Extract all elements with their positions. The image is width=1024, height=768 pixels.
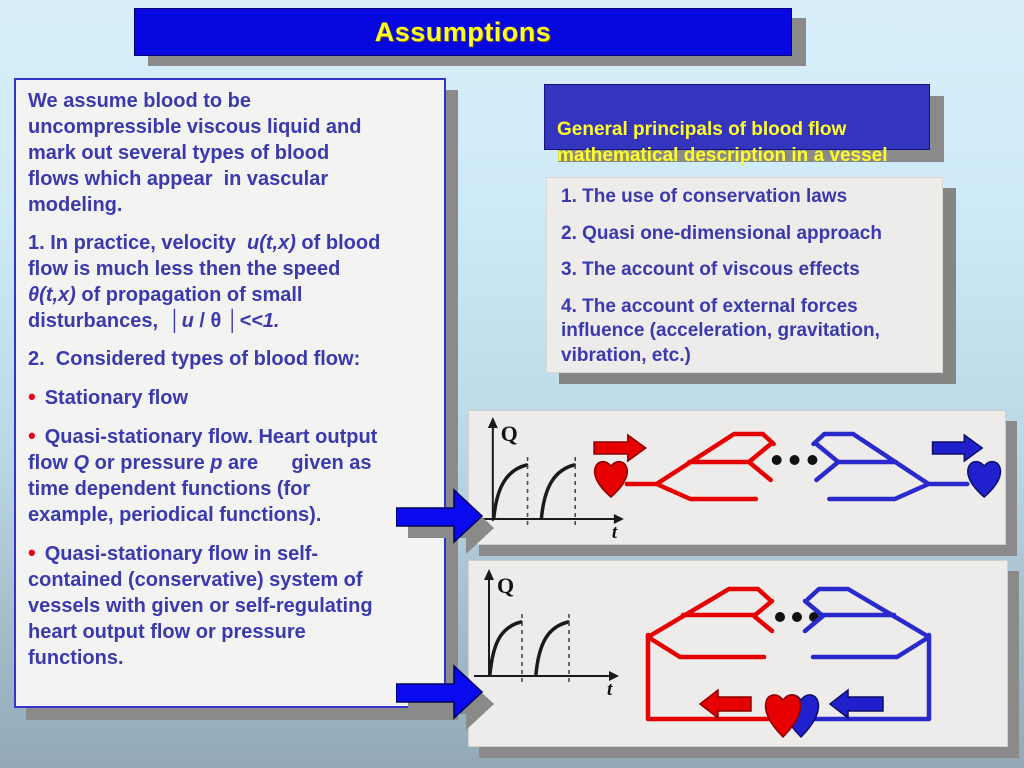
x-axis-arrow-icon bbox=[609, 671, 619, 681]
ellipsis-dots bbox=[775, 612, 819, 622]
assumptions-text-box: We assume blood to be uncompressible vis… bbox=[14, 78, 446, 708]
left-box-paragraph: We assume blood to be uncompressible vis… bbox=[28, 90, 362, 216]
y-axis-arrow-icon bbox=[487, 417, 498, 428]
red-flow-arrow-icon bbox=[698, 688, 752, 720]
axes bbox=[476, 425, 616, 521]
list-item: 4. The account of external forces influe… bbox=[561, 295, 880, 366]
closed-system-figure: Q t bbox=[474, 569, 932, 739]
closed-system-diagram: Q t bbox=[468, 560, 1008, 747]
bullet-dot-icon: • bbox=[28, 384, 36, 409]
red-heart-icon bbox=[593, 460, 629, 498]
left-box-paragraph: 2. Considered types of blood flow: bbox=[28, 348, 361, 370]
artery-tree bbox=[645, 586, 775, 660]
list-item: 3. The account of viscous effects bbox=[561, 259, 860, 280]
bullet-dot-icon: • bbox=[28, 540, 36, 565]
general-principals-text: General principals of blood flow mathema… bbox=[557, 119, 888, 166]
flow-pulse-curve bbox=[539, 463, 576, 520]
flow-pulse-curve bbox=[492, 463, 529, 520]
connector-arrow-icon bbox=[396, 488, 494, 554]
red-flow-arrow-icon bbox=[593, 433, 647, 463]
axes bbox=[474, 577, 611, 677]
left-box-paragraph: • Stationary flow bbox=[28, 384, 189, 409]
blue-heart-icon bbox=[967, 460, 1002, 498]
open-system-diagram: Q t bbox=[468, 410, 1006, 545]
bullet-dot-icon: • bbox=[28, 423, 36, 448]
flow-pulse-curve bbox=[534, 620, 570, 676]
q-t-graph: Q t bbox=[476, 417, 624, 543]
principles-list: 1. The use of conservation laws 2. Quasi … bbox=[561, 185, 928, 368]
left-box-content: We assume blood to be uncompressible vis… bbox=[28, 88, 432, 671]
x-axis-arrow-icon bbox=[613, 514, 624, 524]
list-item: 2. Quasi one-dimensional approach bbox=[561, 222, 882, 244]
y-axis-arrow-icon bbox=[484, 569, 494, 580]
blue-circulation-loop bbox=[810, 632, 932, 722]
artery-tree bbox=[624, 431, 776, 502]
blue-flow-arrow-icon bbox=[931, 433, 984, 463]
q-axis-label: Q bbox=[497, 573, 514, 598]
q-t-graph: Q t bbox=[474, 569, 619, 700]
t-axis-label: t bbox=[607, 679, 613, 700]
left-box-paragraph: • Quasi-stationary flow in self- containe… bbox=[28, 540, 373, 669]
connector-arrow-icon bbox=[396, 664, 494, 730]
vein-tree bbox=[811, 431, 970, 502]
left-box-paragraph: 1. In practice, velocity u(t,x) of blood… bbox=[28, 232, 381, 332]
flow-pulse-curve bbox=[488, 620, 523, 676]
general-principals-box: General principals of blood flow mathema… bbox=[544, 84, 930, 166]
vein-tree bbox=[802, 586, 932, 660]
slide-title-bar: Assumptions bbox=[134, 8, 792, 56]
t-axis-label: t bbox=[612, 522, 618, 543]
open-system-figure: Q t bbox=[476, 417, 1002, 543]
red-heart-icon bbox=[764, 694, 802, 739]
q-axis-label: Q bbox=[501, 421, 518, 446]
slide-title: Assumptions bbox=[374, 16, 552, 47]
ellipsis-dots bbox=[771, 455, 818, 465]
left-box-paragraph: • Quasi-stationary flow. Heart output flo… bbox=[28, 423, 378, 526]
list-item: 1. The use of conservation laws bbox=[561, 186, 848, 207]
principles-list-box: 1. The use of conservation laws 2. Quasi … bbox=[546, 177, 943, 373]
blue-flow-arrow-icon bbox=[828, 688, 884, 720]
